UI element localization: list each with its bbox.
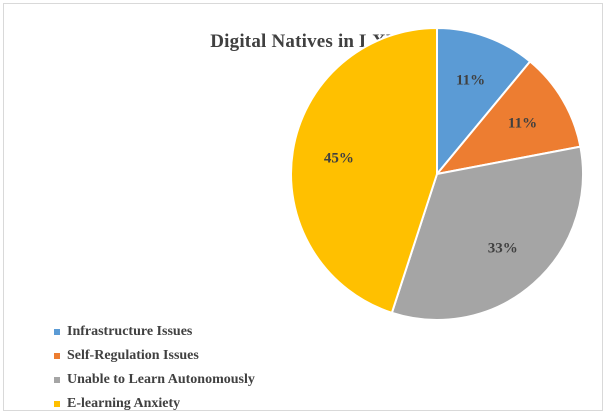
pie-chart: 11% 11% 33% 45% bbox=[290, 26, 584, 321]
data-label-e-learning-anxiety: 45% bbox=[324, 151, 354, 167]
chart-title: Digital Natives in LXP bbox=[210, 31, 398, 52]
legend-item-self-regulation-issues: Self-Regulation Issues bbox=[54, 344, 255, 368]
legend-label: Self-Regulation Issues bbox=[67, 348, 199, 363]
pie-slice-e-learning-anxiety bbox=[290, 26, 438, 315]
legend-item-e-learning-anxiety: E-learning Anxiety bbox=[54, 392, 255, 416]
legend-swatch bbox=[54, 401, 60, 407]
legend-label: Unable to Learn Autonomously bbox=[67, 372, 255, 387]
legend-item-infrastructure-issues: Infrastructure Issues bbox=[54, 320, 255, 344]
legend-swatch bbox=[54, 377, 60, 383]
chart-area: Digital Natives in LXP 11% 11% 33% 45% Infr… bbox=[3, 3, 603, 411]
pie-slice-infrastructure-issues bbox=[436, 26, 532, 177]
data-label-self-regulation-issues: 11% bbox=[508, 116, 537, 132]
legend-swatch bbox=[54, 353, 60, 359]
legend-item-unable-to-learn-autonomously: Unable to Learn Autonomously bbox=[54, 368, 255, 392]
data-label-infrastructure-issues: 11% bbox=[456, 73, 485, 89]
data-label-unable-to-learn-autonomously: 33% bbox=[488, 241, 518, 257]
chart-legend: Infrastructure Issues Self-Regulation Iss… bbox=[54, 320, 255, 416]
legend-label: Infrastructure Issues bbox=[67, 324, 193, 339]
legend-swatch bbox=[54, 329, 60, 335]
legend-label: E-learning Anxiety bbox=[67, 396, 181, 411]
pie-slice-self-regulation-issues bbox=[434, 60, 582, 176]
pie-slice-unable-to-learn-autonomously bbox=[390, 145, 584, 321]
